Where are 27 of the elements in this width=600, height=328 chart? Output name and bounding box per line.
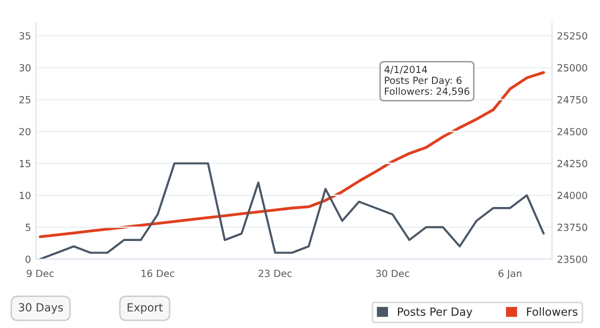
annotation: 4/1/2014 Posts Per Day: 6 Followers: 24,596	[384, 66, 470, 96]
y-tick-label: 20	[19, 128, 30, 136]
y2-tick-label: 25000	[558, 64, 588, 72]
text: Export	[128, 303, 163, 314]
y2-tick-label: 24000	[558, 192, 588, 200]
y-tick-label: 15	[20, 160, 30, 168]
text: 30 Days	[18, 303, 63, 314]
x-tick-label: 16 Dec	[142, 270, 174, 278]
y2-tick-label: 23500	[558, 256, 588, 263]
legend-label: Followers	[527, 307, 578, 316]
x-tick-label: 6 Jan	[498, 270, 522, 279]
y-tick-label: 35	[20, 32, 30, 40]
y2-tick-label: 23750	[558, 224, 588, 232]
y-tick-label: 0	[26, 256, 30, 263]
y2-tick-label: 24250	[558, 160, 588, 168]
y-tick-label: 25	[19, 96, 30, 104]
y2-tick-label: 24750	[558, 96, 588, 104]
y2-tick-label: 25250	[558, 32, 588, 40]
y2-tick-label: 24500	[558, 128, 588, 136]
x-tick-label: 30 Dec	[376, 270, 410, 278]
x-tick-label: 23 Dec	[258, 270, 292, 278]
x-tick-label: 9 Dec	[26, 270, 54, 278]
y-tick-label: 5	[26, 224, 30, 232]
legend-label: Posts Per Day	[398, 308, 472, 318]
y-tick-label: 10	[20, 192, 30, 200]
y-tick-label: 30	[20, 64, 30, 72]
line-series	[39, 162, 545, 260]
